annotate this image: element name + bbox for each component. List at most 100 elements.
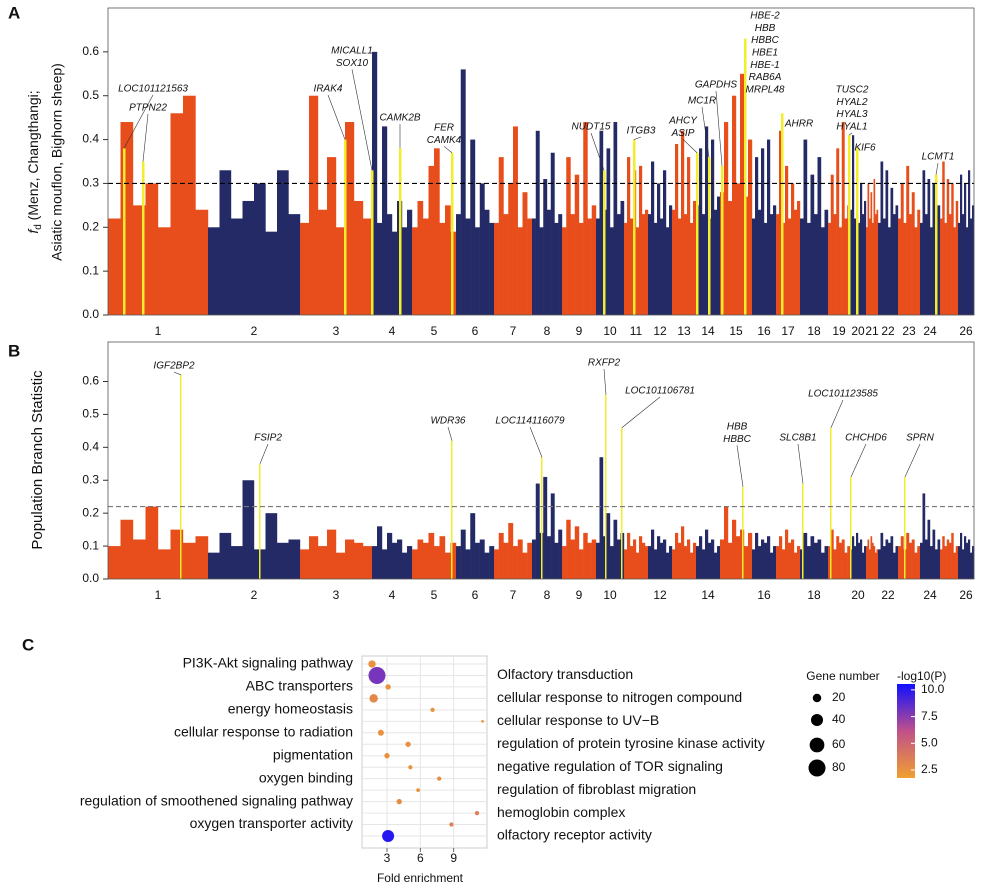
bar xyxy=(543,476,548,579)
bar xyxy=(885,539,889,579)
gene-label: NUDT15 xyxy=(572,122,611,133)
bar xyxy=(675,532,679,579)
term-label: pigmentation xyxy=(273,746,353,762)
bar xyxy=(392,542,398,579)
bar xyxy=(587,542,592,579)
bar xyxy=(854,546,857,579)
bar xyxy=(858,222,861,315)
bar xyxy=(724,122,729,316)
gene-label: HBE-1 xyxy=(750,60,779,71)
bar xyxy=(532,539,536,579)
bar xyxy=(684,214,688,315)
bar xyxy=(630,218,634,315)
bar xyxy=(717,196,721,315)
bar xyxy=(183,542,196,579)
bar xyxy=(681,130,685,315)
highlight-bar xyxy=(633,139,636,315)
bar xyxy=(439,536,446,579)
term-label: energy homeostasis xyxy=(228,701,353,717)
gene-label: MC1R xyxy=(688,96,716,107)
bar xyxy=(407,546,413,579)
bar xyxy=(764,542,768,579)
bar xyxy=(935,549,938,579)
x-tick-label: 14 xyxy=(701,588,715,602)
bar xyxy=(397,539,403,579)
bar xyxy=(794,552,798,579)
legend-dot xyxy=(812,693,822,703)
bar xyxy=(603,536,607,579)
bar xyxy=(428,165,435,315)
x-tick-label: 13 xyxy=(677,324,691,338)
gene-label: HBBC xyxy=(723,434,752,445)
bar xyxy=(930,546,933,579)
bar xyxy=(690,222,694,315)
gene-label: HBBC xyxy=(751,35,780,46)
bar xyxy=(108,546,121,579)
gene-label: PTPN22 xyxy=(129,103,167,114)
y-tick-label: 0.5 xyxy=(82,88,99,102)
bar xyxy=(955,546,959,579)
bar xyxy=(392,231,398,315)
bar xyxy=(470,513,476,579)
colorbar-label: 5.0 xyxy=(921,735,938,749)
x-tick-label: 23 xyxy=(902,324,916,338)
bar xyxy=(885,170,889,315)
gene-label: AHCY xyxy=(668,116,698,127)
bar xyxy=(803,532,808,579)
bar xyxy=(817,539,822,579)
bar xyxy=(732,519,737,579)
highlight-bar xyxy=(344,139,347,315)
bar xyxy=(958,222,961,315)
bar xyxy=(927,519,931,579)
highlight-bar xyxy=(904,476,906,579)
bar xyxy=(596,218,600,315)
plot-frame xyxy=(107,7,975,316)
bar xyxy=(728,200,733,315)
bar xyxy=(900,183,904,315)
bar xyxy=(550,152,555,315)
bar xyxy=(951,183,954,315)
bar xyxy=(803,139,808,315)
leader-line xyxy=(682,139,698,153)
gene-label: FSIP2 xyxy=(254,433,282,444)
bar xyxy=(624,549,628,579)
bar xyxy=(684,546,688,579)
bar xyxy=(610,546,614,579)
term-label: cellular response to radiation xyxy=(174,724,353,740)
bar xyxy=(968,539,971,579)
bar xyxy=(554,222,559,315)
term-label: PI3K-Akt signaling pathway xyxy=(183,655,353,671)
bar xyxy=(890,187,894,315)
y-tick-label: 0.0 xyxy=(82,307,99,321)
bar xyxy=(864,546,867,579)
bar xyxy=(702,549,706,579)
bar xyxy=(860,183,863,315)
bar xyxy=(940,549,943,579)
bar xyxy=(681,526,685,579)
bar xyxy=(579,222,584,315)
bar xyxy=(776,546,780,579)
bar xyxy=(517,539,523,579)
x-tick-label: 5 xyxy=(431,588,438,602)
bar xyxy=(617,539,621,579)
bar xyxy=(972,205,975,315)
bar xyxy=(277,542,289,579)
bar xyxy=(966,227,969,315)
bar xyxy=(960,532,963,579)
bar xyxy=(669,205,673,315)
bar xyxy=(748,139,753,315)
y-tick-label: 0.1 xyxy=(82,263,99,277)
leader-line xyxy=(447,426,453,441)
highlight-bar xyxy=(259,463,261,579)
bar xyxy=(574,174,580,315)
gene-label: LOC114116079 xyxy=(495,416,565,427)
bar xyxy=(423,542,429,579)
leader-line xyxy=(142,113,149,162)
bar xyxy=(937,539,941,579)
bar xyxy=(830,174,834,315)
highlight-bar xyxy=(856,148,859,315)
bar xyxy=(642,214,646,315)
highlight-bar xyxy=(123,148,126,315)
dot xyxy=(384,753,390,759)
x-tick-label: 1 xyxy=(155,588,162,602)
